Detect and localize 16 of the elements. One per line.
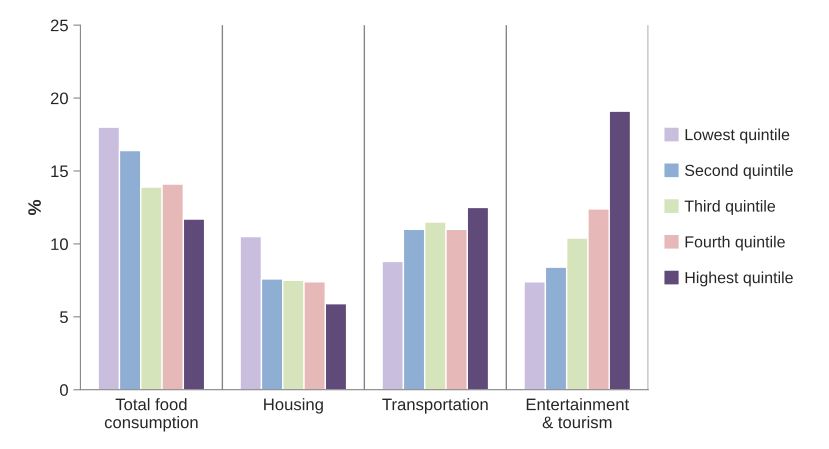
y-axis-title: % [28, 200, 41, 216]
x-tick-label: Transportation [382, 398, 488, 414]
x-tick-label: Housing [264, 398, 323, 414]
legend-label: Fourth quintile [686, 236, 785, 251]
x-tick-label: Entertainment & tourism [526, 398, 630, 428]
legend-label: Second quintile [685, 164, 793, 180]
y-tick-label: 0 [60, 384, 68, 396]
y-tick-label: 15 [51, 166, 68, 178]
x-tick-label: Total food consumption [104, 398, 198, 432]
y-tick-label: 5 [60, 311, 68, 324]
legend-label: Lowest quintile [686, 128, 790, 144]
legend-label: Third quintile [684, 200, 776, 215]
legend-label: Highest quintile [686, 272, 793, 286]
y-tick-label: 20 [50, 92, 68, 104]
y-tick-label: 10 [51, 238, 68, 250]
y-tick-label: 25 [50, 20, 68, 32]
